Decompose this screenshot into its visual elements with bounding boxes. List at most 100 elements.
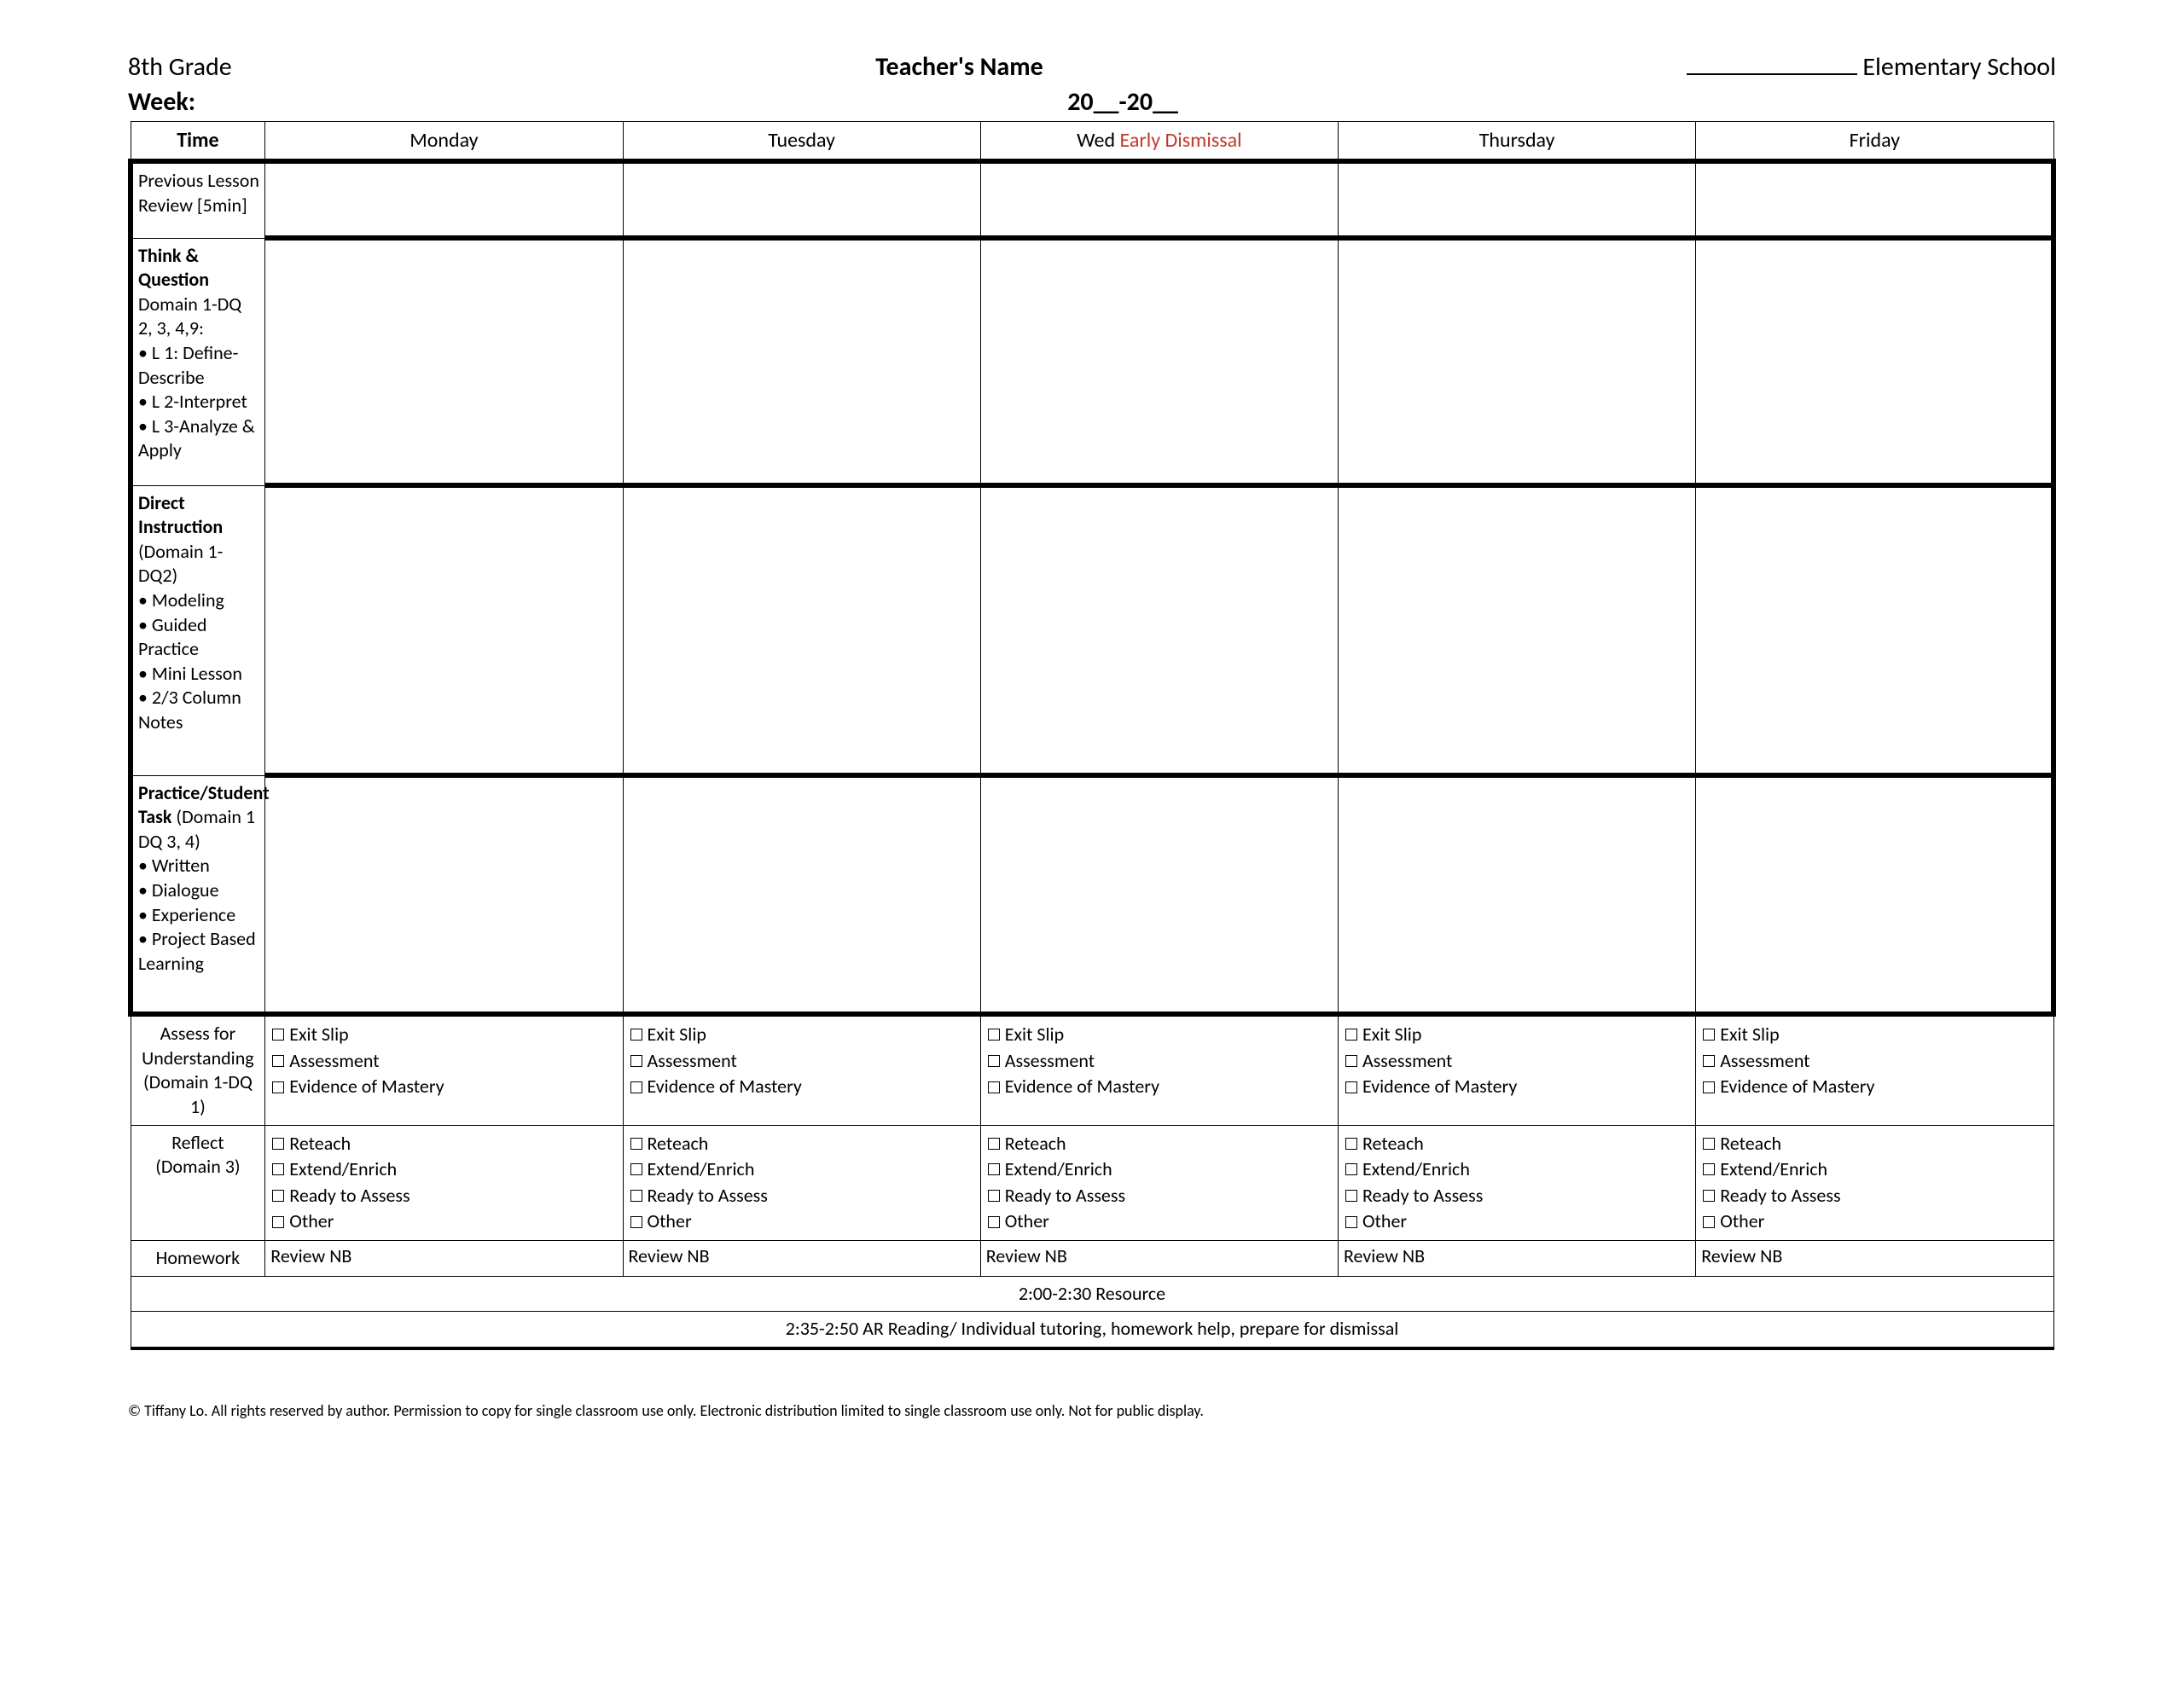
label-think-question: Think & Question Domain 1-DQ 2, 3, 4,9: … [131, 238, 265, 485]
day-header-wednesday: Wed Early Dismissal [980, 122, 1338, 162]
label-previous-lesson: Previous Lesson Review [5min] [131, 161, 265, 238]
check-ready-assess[interactable]: Ready to Assess [272, 1183, 615, 1209]
cell-previous-monday[interactable] [265, 161, 623, 238]
check-exit-slip[interactable]: Exit Slip [988, 1022, 1331, 1048]
cell-practice-friday[interactable] [1696, 775, 2053, 1014]
checkbox-icon[interactable] [1345, 1029, 1357, 1041]
check-reteach[interactable]: Reteach [1345, 1131, 1688, 1157]
cell-direct-tuesday[interactable] [623, 485, 980, 775]
checkbox-icon[interactable] [1345, 1138, 1357, 1150]
checkbox-icon[interactable] [272, 1216, 284, 1228]
cell-think-tuesday[interactable] [623, 238, 980, 485]
checkbox-icon[interactable] [272, 1081, 284, 1093]
checkbox-icon[interactable] [1703, 1216, 1715, 1228]
check-extend-enrich[interactable]: Extend/Enrich [1703, 1157, 2046, 1183]
checkbox-icon[interactable] [988, 1055, 1000, 1067]
check-assessment[interactable]: Assessment [272, 1048, 615, 1075]
checkbox-icon[interactable] [1345, 1163, 1357, 1175]
check-assessment[interactable]: Assessment [1345, 1048, 1688, 1075]
check-reteach[interactable]: Reteach [272, 1131, 615, 1157]
label-assess: Assess for Understanding (Domain 1-DQ 1) [131, 1014, 265, 1125]
cell-direct-friday[interactable] [1696, 485, 2053, 775]
check-ready-assess[interactable]: Ready to Assess [630, 1183, 973, 1209]
cell-practice-tuesday[interactable] [623, 775, 980, 1014]
check-evidence-mastery[interactable]: Evidence of Mastery [630, 1074, 973, 1100]
check-ready-assess[interactable]: Ready to Assess [1345, 1183, 1688, 1209]
checkbox-icon[interactable] [1345, 1055, 1357, 1067]
teacher-name-label: Teacher's Name [875, 51, 1043, 83]
checkbox-icon[interactable] [272, 1138, 284, 1150]
checkbox-icon[interactable] [630, 1138, 642, 1150]
cell-practice-monday[interactable] [265, 775, 623, 1014]
year-label: 20__-20__ [1067, 86, 1178, 118]
checkbox-icon[interactable] [1703, 1190, 1715, 1202]
checkbox-icon[interactable] [1345, 1216, 1357, 1228]
checkbox-icon[interactable] [630, 1216, 642, 1228]
check-assessment[interactable]: Assessment [988, 1048, 1331, 1075]
checkbox-icon[interactable] [1703, 1081, 1715, 1093]
checkbox-icon[interactable] [630, 1029, 642, 1041]
checkbox-icon[interactable] [1345, 1190, 1357, 1202]
check-extend-enrich[interactable]: Extend/Enrich [988, 1157, 1331, 1183]
checkbox-icon[interactable] [272, 1190, 284, 1202]
cell-previous-wednesday[interactable] [980, 161, 1338, 238]
check-other[interactable]: Other [1703, 1209, 2046, 1235]
check-extend-enrich[interactable]: Extend/Enrich [1345, 1157, 1688, 1183]
cell-think-thursday[interactable] [1338, 238, 1695, 485]
check-other[interactable]: Other [272, 1209, 615, 1235]
checkbox-icon[interactable] [988, 1163, 1000, 1175]
cell-homework-wednesday: Review NB [980, 1240, 1338, 1276]
check-extend-enrich[interactable]: Extend/Enrich [272, 1157, 615, 1183]
checkbox-icon[interactable] [988, 1081, 1000, 1093]
check-evidence-mastery[interactable]: Evidence of Mastery [272, 1074, 615, 1100]
checkbox-icon[interactable] [272, 1055, 284, 1067]
check-ready-assess[interactable]: Ready to Assess [988, 1183, 1331, 1209]
check-exit-slip[interactable]: Exit Slip [1703, 1022, 2046, 1048]
checkbox-icon[interactable] [988, 1190, 1000, 1202]
checkbox-icon[interactable] [630, 1081, 642, 1093]
check-assessment[interactable]: Assessment [1703, 1048, 2046, 1075]
check-reteach[interactable]: Reteach [1703, 1131, 2046, 1157]
check-ready-assess[interactable]: Ready to Assess [1703, 1183, 2046, 1209]
checkbox-icon[interactable] [272, 1029, 284, 1041]
checkbox-icon[interactable] [630, 1190, 642, 1202]
checkbox-icon[interactable] [988, 1138, 1000, 1150]
checkbox-icon[interactable] [272, 1163, 284, 1175]
cell-direct-wednesday[interactable] [980, 485, 1338, 775]
cell-reflect-monday: Reteach Extend/Enrich Ready to Assess Ot… [265, 1125, 623, 1240]
cell-think-wednesday[interactable] [980, 238, 1338, 485]
check-evidence-mastery[interactable]: Evidence of Mastery [1345, 1074, 1688, 1100]
check-reteach[interactable]: Reteach [988, 1131, 1331, 1157]
checkbox-icon[interactable] [1703, 1055, 1715, 1067]
check-other[interactable]: Other [988, 1209, 1331, 1235]
check-other[interactable]: Other [630, 1209, 973, 1235]
cell-previous-thursday[interactable] [1338, 161, 1695, 238]
check-assessment[interactable]: Assessment [630, 1048, 973, 1075]
check-exit-slip[interactable]: Exit Slip [272, 1022, 615, 1048]
checkbox-icon[interactable] [988, 1216, 1000, 1228]
checkbox-icon[interactable] [1345, 1081, 1357, 1093]
checkbox-icon[interactable] [1703, 1029, 1715, 1041]
table-header-row: Time Monday Tuesday Wed Early Dismissal … [131, 122, 2053, 162]
check-exit-slip[interactable]: Exit Slip [1345, 1022, 1688, 1048]
cell-direct-monday[interactable] [265, 485, 623, 775]
cell-practice-thursday[interactable] [1338, 775, 1695, 1014]
checkbox-icon[interactable] [1703, 1138, 1715, 1150]
cell-previous-tuesday[interactable] [623, 161, 980, 238]
check-evidence-mastery[interactable]: Evidence of Mastery [1703, 1074, 2046, 1100]
checkbox-icon[interactable] [630, 1163, 642, 1175]
check-exit-slip[interactable]: Exit Slip [630, 1022, 973, 1048]
check-reteach[interactable]: Reteach [630, 1131, 973, 1157]
checkbox-icon[interactable] [988, 1029, 1000, 1041]
check-extend-enrich[interactable]: Extend/Enrich [630, 1157, 973, 1183]
cell-think-friday[interactable] [1696, 238, 2053, 485]
check-other[interactable]: Other [1345, 1209, 1688, 1235]
check-evidence-mastery[interactable]: Evidence of Mastery [988, 1074, 1331, 1100]
checkbox-icon[interactable] [1703, 1163, 1715, 1175]
checkbox-icon[interactable] [630, 1055, 642, 1067]
cell-practice-wednesday[interactable] [980, 775, 1338, 1014]
cell-previous-friday[interactable] [1696, 161, 2053, 238]
cell-direct-thursday[interactable] [1338, 485, 1695, 775]
cell-think-monday[interactable] [265, 238, 623, 485]
school-blank-line[interactable] [1687, 73, 1857, 75]
